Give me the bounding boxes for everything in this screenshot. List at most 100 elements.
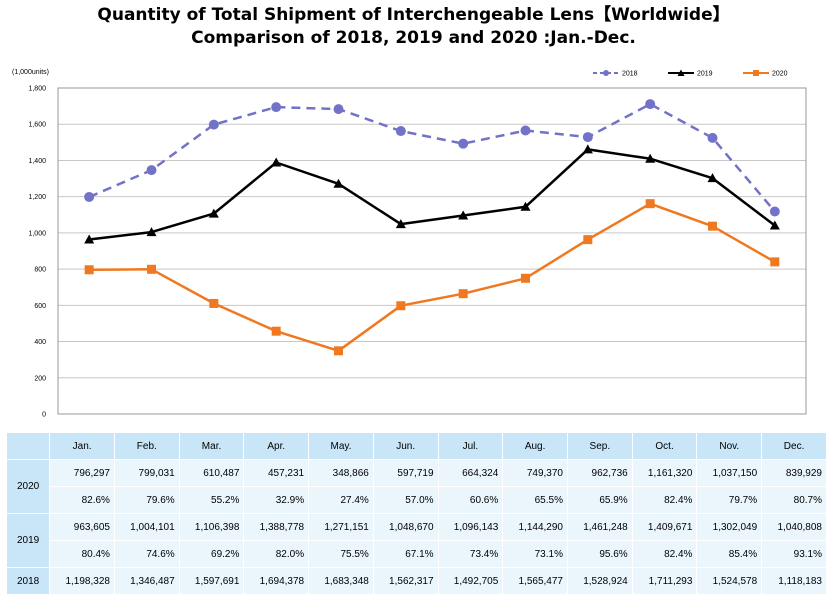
point-2018: [208, 119, 219, 130]
percent-cell: 67.1%: [372, 540, 439, 568]
table-header-row: Jan. Feb. Mar. Apr. May. Jun. Jul. Aug. Sep. Oct.…: [5, 432, 827, 460]
point-2019: [146, 227, 157, 237]
percent-cell: 82.4%: [631, 540, 698, 568]
series-line-2018: [88, 102, 776, 213]
legend-label-2020: 2020: [772, 71, 788, 78]
value-cell: 1,271,151: [308, 513, 374, 541]
value-cell: 1,528,924: [566, 567, 633, 595]
shipment-data-table: Jan. Feb. Mar. Apr. May. Jun. Jul. Aug. Sep. Oct.…: [5, 432, 827, 595]
point-2018: [582, 132, 593, 143]
point-2020: [645, 199, 655, 209]
y-tick-label: 1,600: [28, 122, 46, 129]
table-row: 80.4% 74.6% 69.2% 82.0% 75.5% 67.1% 73.4% 73.1%…: [7, 540, 827, 568]
point-2019: [271, 157, 282, 167]
percent-cell: 79.6%: [113, 486, 180, 514]
legend-label-2019: 2019: [697, 71, 713, 78]
year-label: 2019: [5, 513, 51, 568]
chart-title-line-2: Comparison of 2018, 2019 and 2020 :Jan.-…: [191, 28, 636, 48]
value-cell: 1,388,778: [243, 513, 310, 541]
point-2020: [708, 221, 717, 231]
value-cell: 1,096,143: [437, 513, 504, 541]
value-cell: 1,409,671: [631, 513, 698, 541]
value-cell: 796,297: [49, 459, 115, 487]
y-tick-label: 200: [34, 375, 46, 382]
table-row: 82.6% 79.6% 55.2% 32.9% 27.4% 57.0% 60.6% 65.5%…: [7, 486, 827, 514]
chart-title-line-1: Quantity of Total Shipment of Intercheng…: [97, 5, 730, 25]
month-header: Nov.: [696, 432, 763, 460]
point-2020: [396, 301, 406, 311]
percent-cell: 57.0%: [372, 486, 439, 514]
point-2019: [520, 201, 531, 211]
plot-area: [57, 87, 807, 415]
month-header: Sep.: [566, 432, 633, 460]
percent-cell: 74.6%: [113, 540, 180, 568]
value-cell: 839,929: [761, 459, 827, 487]
legend-marker-2019: [677, 69, 685, 76]
percent-cell: 85.4%: [696, 540, 763, 568]
y-tick-label: 1,000: [28, 230, 46, 237]
percent-cell: 32.9%: [243, 486, 310, 514]
value-cell: 1,048,670: [372, 513, 439, 541]
point-2019: [645, 153, 656, 163]
percent-cell: 73.1%: [502, 540, 568, 568]
value-cell: 1,161,320: [631, 459, 698, 487]
point-2019: [333, 178, 344, 188]
month-header: Aug.: [502, 432, 568, 460]
value-cell: 348,866: [308, 459, 374, 487]
value-cell: 1,524,578: [696, 567, 763, 595]
value-cell: 1,346,487: [113, 567, 180, 595]
year-label: 2018: [5, 567, 51, 595]
month-header: Feb.: [113, 432, 180, 460]
point-2020: [209, 298, 219, 308]
y-unit-label: (1,000units): [12, 69, 49, 76]
month-header: Mar.: [178, 432, 245, 460]
percent-cell: 65.5%: [502, 486, 568, 514]
legend-label-2018: 2018: [622, 71, 638, 78]
point-2020: [271, 326, 281, 336]
percent-cell: 93.1%: [761, 540, 827, 568]
table-row: 2019 963,605 1,004,101 1,106,398 1,388,778 1,…: [5, 513, 827, 568]
value-cell: 1,492,705: [437, 567, 504, 595]
percent-cell: 69.2%: [178, 540, 245, 568]
value-cell: 1,040,808: [761, 513, 827, 541]
y-tick-label: 600: [34, 303, 46, 310]
month-header: May.: [308, 432, 374, 460]
y-tick-label: 1,400: [28, 158, 46, 165]
value-cell: 1,198,328: [49, 567, 115, 595]
percent-cell: 60.6%: [437, 486, 504, 514]
series-line-2020: [89, 202, 776, 353]
value-cell: 1,037,150: [696, 459, 763, 487]
value-cell: 749,370: [502, 459, 568, 487]
month-header: Jul.: [437, 432, 504, 460]
percent-cell: 79.7%: [696, 486, 763, 514]
percent-cell: 75.5%: [308, 540, 374, 568]
legend-marker-2020: [753, 70, 759, 76]
y-tick-label: 1,200: [28, 194, 46, 201]
point-2018: [333, 104, 344, 115]
point-2019: [395, 219, 406, 229]
point-2020: [521, 273, 530, 283]
table-row: 2018 1,198,328 1,346,487 1,597,691 1,694,378…: [5, 567, 827, 595]
percent-cell: 27.4%: [308, 486, 374, 514]
point-2018: [769, 206, 780, 217]
point-2020: [334, 346, 343, 356]
point-2018: [458, 138, 469, 149]
value-cell: 1,565,477: [502, 567, 568, 595]
value-cell: 610,487: [178, 459, 245, 487]
table-corner: [5, 432, 51, 460]
percent-cell: 65.9%: [566, 486, 633, 514]
series-line-2019: [89, 148, 776, 241]
value-cell: 962,736: [566, 459, 633, 487]
point-2020: [770, 257, 780, 267]
value-cell: 597,719: [372, 459, 439, 487]
point-2018: [707, 132, 718, 143]
percent-cell: 82.4%: [631, 486, 698, 514]
point-2020: [583, 235, 593, 245]
value-cell: 963,605: [49, 513, 115, 541]
point-2019: [208, 208, 219, 218]
value-cell: 1,144,290: [502, 513, 568, 541]
percent-cell: 95.6%: [566, 540, 633, 568]
y-tick-label: 800: [34, 267, 46, 274]
legend-marker-2018: [603, 70, 609, 76]
point-2019: [84, 234, 95, 244]
